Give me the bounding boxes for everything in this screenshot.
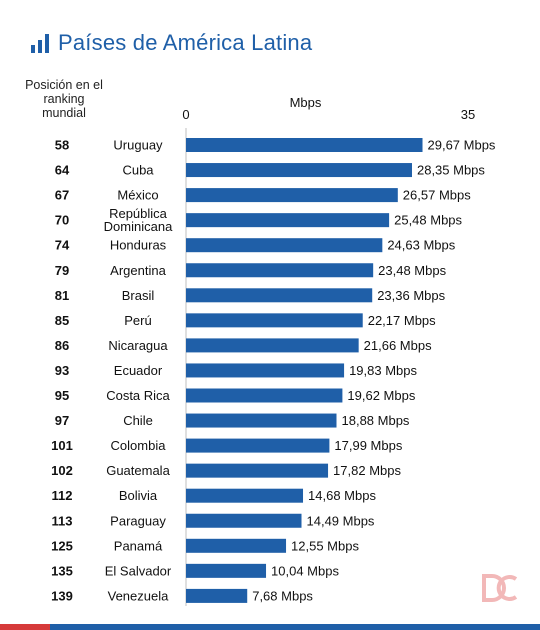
footer-stripe-red xyxy=(0,624,50,630)
value-label: 14,68 Mbps xyxy=(308,488,376,503)
bar xyxy=(186,413,337,428)
x-tick-label: 0 xyxy=(182,107,189,122)
category-label: Brasil xyxy=(122,288,155,303)
rank-label: 74 xyxy=(55,238,70,253)
value-label: 25,48 Mbps xyxy=(394,213,462,228)
x-axis-label: Mbps xyxy=(290,95,322,110)
category-label: Chile xyxy=(123,413,153,428)
bar xyxy=(186,388,343,403)
value-label: 10,04 Mbps xyxy=(271,563,339,578)
category-label: Argentina xyxy=(110,263,166,278)
value-label: 7,68 Mbps xyxy=(252,588,313,603)
category-label: Venezuela xyxy=(108,588,169,603)
value-label: 21,66 Mbps xyxy=(364,338,432,353)
value-label: 22,17 Mbps xyxy=(368,313,436,328)
rank-label: 86 xyxy=(55,338,69,353)
category-label: Panamá xyxy=(114,538,163,553)
value-label: 12,55 Mbps xyxy=(291,538,359,553)
rank-label: 79 xyxy=(55,263,69,278)
category-label: Costa Rica xyxy=(106,388,170,403)
value-label: 24,63 Mbps xyxy=(387,238,455,253)
value-label: 28,35 Mbps xyxy=(417,163,485,178)
rank-column-header: Posición en el ranking mundial xyxy=(25,78,103,120)
bar xyxy=(186,263,374,278)
bar xyxy=(186,363,345,378)
value-label: 29,67 Mbps xyxy=(428,138,496,153)
footer-stripe xyxy=(0,624,540,630)
category-label: México xyxy=(117,188,158,203)
category-label: Dominicana xyxy=(104,219,173,234)
category-label: Ecuador xyxy=(114,363,163,378)
category-label: Paraguay xyxy=(110,513,166,528)
bar xyxy=(186,588,248,603)
bar xyxy=(186,213,390,228)
category-label: Honduras xyxy=(110,238,167,253)
rank-label: 101 xyxy=(51,438,73,453)
rank-label: 112 xyxy=(52,488,73,503)
bar xyxy=(186,488,304,503)
category-label: Uruguay xyxy=(113,138,163,153)
bar xyxy=(186,313,363,328)
value-label: 14,49 Mbps xyxy=(307,513,375,528)
bar xyxy=(186,513,302,528)
rank-label: 97 xyxy=(55,413,69,428)
rank-label: 139 xyxy=(51,588,73,603)
category-label: El Salvador xyxy=(105,563,172,578)
rank-label: 67 xyxy=(55,188,69,203)
category-label: Cuba xyxy=(122,163,154,178)
value-label: 17,82 Mbps xyxy=(333,463,401,478)
rank-label: 70 xyxy=(55,213,69,228)
category-label: Colombia xyxy=(111,438,167,453)
category-label: Perú xyxy=(124,313,151,328)
rank-label: 102 xyxy=(51,463,73,478)
bar xyxy=(186,288,373,303)
rank-label: 81 xyxy=(55,288,69,303)
rank-label: 85 xyxy=(55,313,69,328)
rank-label: 93 xyxy=(55,363,69,378)
value-label: 23,36 Mbps xyxy=(377,288,445,303)
header: Países de América Latina xyxy=(30,26,312,60)
category-label: Guatemala xyxy=(106,463,170,478)
x-tick-label: 35 xyxy=(461,107,475,122)
rank-label: 135 xyxy=(51,563,73,578)
bar xyxy=(186,238,383,253)
rank-label: 113 xyxy=(52,513,73,528)
bar xyxy=(186,563,267,578)
value-label: 19,62 Mbps xyxy=(347,388,415,403)
value-label: 17,99 Mbps xyxy=(334,438,402,453)
rank-label: 125 xyxy=(51,538,73,553)
page-title: Países de América Latina xyxy=(58,30,313,55)
value-label: 23,48 Mbps xyxy=(378,263,446,278)
bar xyxy=(186,338,359,353)
bar xyxy=(186,538,287,553)
category-label: Bolivia xyxy=(119,488,158,503)
category-label: Nicaragua xyxy=(108,338,168,353)
rank-label: 58 xyxy=(55,138,69,153)
bar xyxy=(186,438,330,453)
footer-stripe-blue xyxy=(50,624,540,630)
bar-chart-icon xyxy=(31,34,49,53)
rank-label: 64 xyxy=(55,163,70,178)
rank-label: 95 xyxy=(55,388,69,403)
value-label: 18,88 Mbps xyxy=(342,413,410,428)
category-label: República xyxy=(109,206,168,221)
bar xyxy=(186,188,398,203)
bar xyxy=(186,463,329,478)
bar xyxy=(186,163,412,178)
bar xyxy=(186,138,423,152)
value-label: 19,83 Mbps xyxy=(349,363,417,378)
value-label: 26,57 Mbps xyxy=(403,188,471,203)
dc-logo-watermark xyxy=(482,574,518,602)
